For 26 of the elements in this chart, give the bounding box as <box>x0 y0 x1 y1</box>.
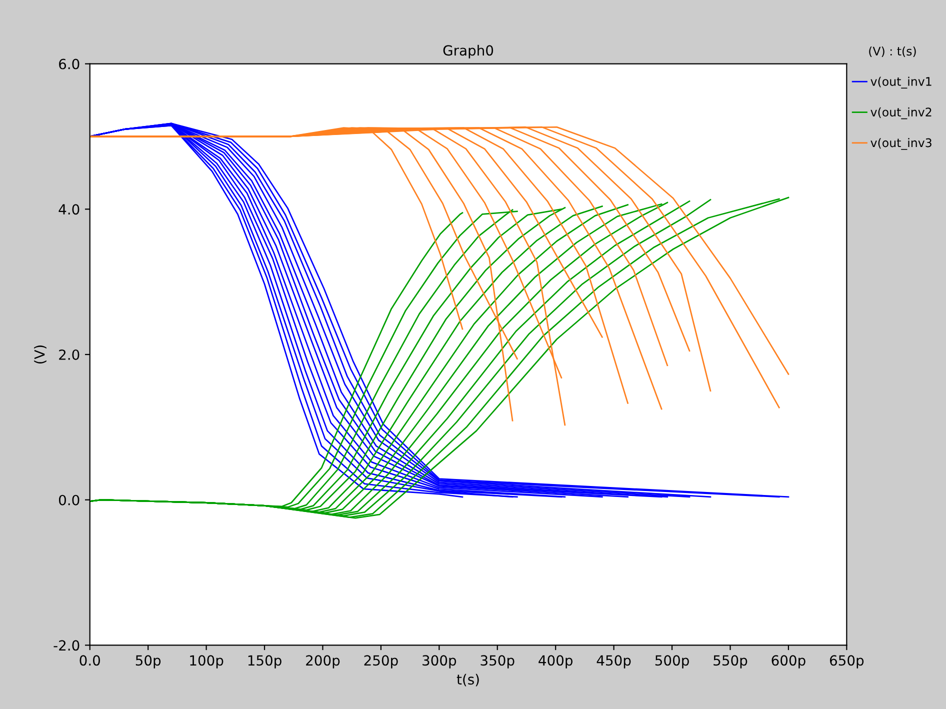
x-tick-label: 450p <box>596 655 631 668</box>
x-tick-label: 50p <box>136 655 161 668</box>
y-tick-label: 0.0 <box>58 494 80 506</box>
y-tick-label: 6.0 <box>59 58 80 70</box>
x-tick-label: 300p <box>422 655 456 668</box>
legend-label: v(out_inv2 <box>870 107 932 120</box>
x-tick-label: 600p <box>772 655 806 668</box>
y-axis-title: (V) <box>34 346 46 364</box>
x-tick-label: 650p <box>830 655 864 668</box>
x-axis-title: t(s) <box>456 674 479 686</box>
x-tick-label: 350p <box>480 655 514 668</box>
y-tick-label: 2.0 <box>59 349 80 360</box>
x-tick-label: 550p <box>714 655 748 668</box>
x-tick-label: 400p <box>538 655 572 668</box>
x-tick-label: 100p <box>190 655 224 668</box>
y-tick-label: -2.0 <box>54 640 80 651</box>
x-tick-label: 250p <box>364 655 398 668</box>
legend-label: v(out_inv3 <box>870 138 932 150</box>
y-tick-label: 4.0 <box>58 204 80 215</box>
x-tick-label: 200p <box>306 655 340 668</box>
x-tick-label: 0.0 <box>80 655 100 666</box>
chart-title: Graph0 <box>443 44 494 58</box>
x-tick-label: 500p <box>655 655 689 668</box>
legend-title: (V) : t(s) <box>869 46 916 57</box>
legend-label: v(out_inv1 <box>870 76 932 89</box>
x-tick-label: 150p <box>248 655 282 668</box>
